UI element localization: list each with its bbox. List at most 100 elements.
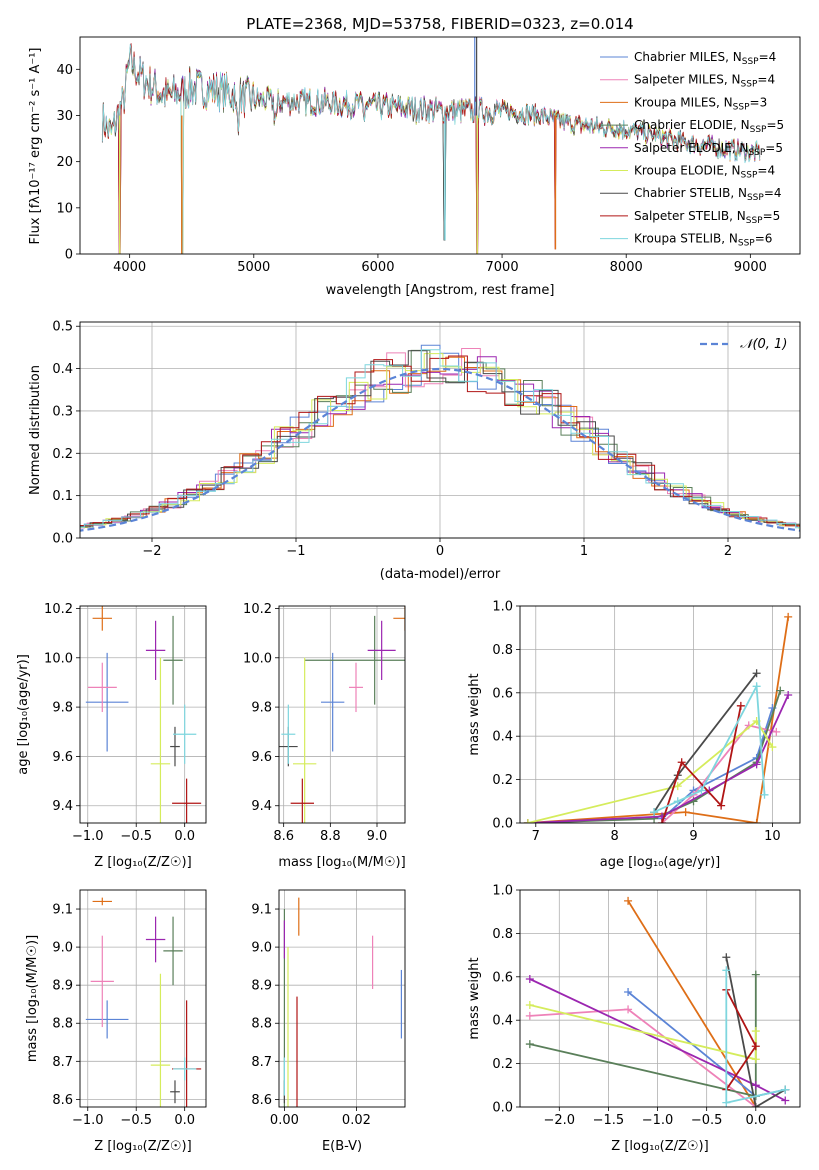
- x-tick-label: 9000: [734, 260, 767, 275]
- ebv-mass-panel: 0.00 0.02 8.6 8.7 8.8 8.9 9.0 9.1 E(B-V): [251, 889, 406, 1154]
- weight-marker-ChabSTELIB: [722, 953, 731, 962]
- x-tick-label: 1: [580, 544, 588, 559]
- axes-frame: [278, 889, 406, 1108]
- x-tick-label: 6000: [361, 260, 394, 275]
- y-tick-label: 9.4: [251, 799, 272, 814]
- y-tick-label: 8.8: [251, 1017, 272, 1032]
- y-tick-label: 0.6: [492, 686, 513, 701]
- y-tick-label: 8.8: [52, 1017, 73, 1032]
- x-tick-label: −1.0: [72, 1113, 104, 1128]
- axes-frame: [278, 605, 406, 824]
- y-tick-label: 10: [56, 201, 73, 216]
- weight-marker-SalpELODIE: [784, 690, 793, 699]
- weight-series-SalpELODIE: [527, 694, 790, 823]
- weight-marker-SalpSTELIB: [736, 701, 745, 710]
- weight-marker-KroupaSTELIB: [697, 786, 706, 795]
- weight-series-ChabELODIE: [529, 974, 757, 1098]
- weight-marker-KroupaELODIE: [523, 819, 532, 823]
- weight-marker-KroupaELODIE: [673, 782, 682, 791]
- y-tick-label: 1.0: [492, 884, 513, 899]
- legend-label-ChabELODIE: Chabrier ELODIE, NSSP=5: [634, 118, 784, 135]
- x-axis-label: age [log₁₀(age/yr)]: [600, 855, 721, 870]
- y-tick-label: 0.0: [52, 532, 73, 547]
- weight-marker-SalpMILES: [525, 1011, 534, 1020]
- weight-series-KroupaELODIE: [527, 719, 774, 823]
- y-axis-label: mass [log₁₀(M/M☉)]: [25, 935, 40, 1062]
- x-tick-label: 4000: [113, 260, 146, 275]
- y-tick-label: 9.0: [251, 941, 272, 956]
- weight-marker-KroupaSTELIB: [673, 797, 682, 806]
- x-tick-label: 0.0: [745, 1113, 766, 1128]
- weight-marker-SalpSTELIB: [717, 801, 726, 810]
- y-tick-label: 0.0: [492, 1101, 513, 1116]
- residual-histogram-panel: −2 −1 0 1 2 0.0 0.1 0.2 0.3 0.4 0.5 𝒩(0, 1) (data-mo…: [28, 320, 801, 582]
- z-age-panel: −1.0 −0.5 0.0 9.4 9.6 9.8 10.0 10.2 Z [log₁₀(Z/Z…: [16, 602, 207, 870]
- y-tick-label: 9.6: [251, 750, 272, 765]
- weight-marker-SalpMILES: [624, 1005, 633, 1014]
- weight-marker-KroupaELODIE: [525, 1001, 534, 1010]
- axes-frame: [79, 889, 207, 1108]
- y-tick-label: 10.2: [44, 602, 73, 617]
- weight-lines: [525, 896, 790, 1107]
- weight-marker-SalpSTELIB: [751, 1042, 760, 1051]
- weight-marker-KroupaSTELIB: [650, 808, 659, 817]
- x-tick-label: 9: [689, 829, 697, 844]
- y-tick-label: 8.6: [52, 1093, 73, 1108]
- weight-marker-KroupaMILES: [624, 896, 633, 905]
- weight-marker-KroupaELODIE: [751, 1055, 760, 1064]
- x-tick-label: −1.5: [593, 1113, 625, 1128]
- weight-marker-SalpELODIE: [781, 1096, 790, 1105]
- legend-label-SalpELODIE: Salpeter ELODIE, NSSP=5: [634, 141, 783, 158]
- y-tick-label: 0.1: [52, 489, 73, 504]
- weight-marker-SalpSTELIB: [657, 819, 666, 823]
- legend-label-ChabSTELIB: Chabrier STELIB, NSSP=4: [634, 186, 782, 203]
- y-axis-label: Normed distribution: [28, 365, 43, 495]
- errorbars: [85, 897, 202, 1107]
- weight-lines: [523, 612, 793, 823]
- errorbars: [283, 897, 402, 1107]
- y-tick-label: 0.2: [52, 447, 73, 462]
- weight-marker-ChabELODIE: [751, 970, 760, 979]
- legend-label-SalpMILES: Salpeter MILES, NSSP=4: [634, 73, 775, 90]
- legend-label-KroupaELODIE: Kroupa ELODIE, NSSP=4: [634, 164, 775, 181]
- z-mass-panel: −1.0 −0.5 0.0 8.6 8.7 8.8 8.9 9.0 9.1 Z [log₁₀(Z/…: [25, 889, 207, 1154]
- y-tick-label: 8.9: [251, 979, 272, 994]
- weight-marker-SalpELODIE: [752, 760, 761, 769]
- weight-marker-ChabELODIE: [776, 686, 785, 695]
- legend-label-normal: 𝒩(0, 1): [740, 337, 787, 352]
- x-tick-label: −1.0: [72, 829, 104, 844]
- x-tick-label: 8: [611, 829, 619, 844]
- x-axis-label: (data-model)/error: [380, 567, 501, 582]
- weight-series-SalpSTELIB: [661, 705, 742, 823]
- x-tick-label: −0.5: [691, 1113, 723, 1128]
- x-tick-label: 0.0: [174, 829, 195, 844]
- x-tick-label: 5000: [237, 260, 270, 275]
- legend-label-SalpSTELIB: Salpeter STELIB, NSSP=5: [634, 209, 780, 226]
- y-axis-label: mass weight: [467, 957, 482, 1039]
- weight-marker-KroupaSTELIB: [781, 1085, 790, 1094]
- x-tick-label: 7000: [486, 260, 519, 275]
- x-tick-label: −0.5: [120, 829, 152, 844]
- z-massweight-panel: −2.0 −1.5 −1.0 −0.5 0.0 0.0 0.2 0.4 0.6 0.8 1.0 Z […: [467, 884, 801, 1154]
- histogram-series-KroupaMILES: [80, 356, 800, 528]
- histogram-series-KroupaSTELIB: [80, 349, 800, 529]
- weight-marker-KroupaSTELIB: [760, 790, 769, 799]
- x-axis-label: wavelength [Angstrom, rest frame]: [326, 283, 555, 298]
- weight-series-SalpMILES: [529, 1008, 757, 1107]
- y-tick-label: 10.0: [243, 651, 272, 666]
- x-tick-label: −1.0: [642, 1113, 674, 1128]
- y-tick-label: 9.8: [251, 701, 272, 716]
- weight-marker-ChabMILES: [624, 987, 633, 996]
- y-axis-label: age [log₁₀(age/yr)]: [16, 654, 31, 775]
- figure-title: PLATE=2368, MJD=53758, FIBERID=0323, z=0…: [246, 15, 633, 33]
- weight-marker-ChabSTELIB: [751, 1103, 760, 1107]
- weight-marker-KroupaELODIE: [751, 1027, 760, 1036]
- spectrum-series-KroupaSTELIB: [101, 43, 761, 254]
- spectrum-lines: [101, 37, 761, 254]
- histogram-series-SalpMILES: [80, 348, 800, 528]
- x-tick-label: 0.0: [174, 1113, 195, 1128]
- weight-marker-KroupaMILES: [752, 819, 761, 823]
- x-tick-label: −1: [286, 544, 305, 559]
- x-tick-label: −2.0: [544, 1113, 576, 1128]
